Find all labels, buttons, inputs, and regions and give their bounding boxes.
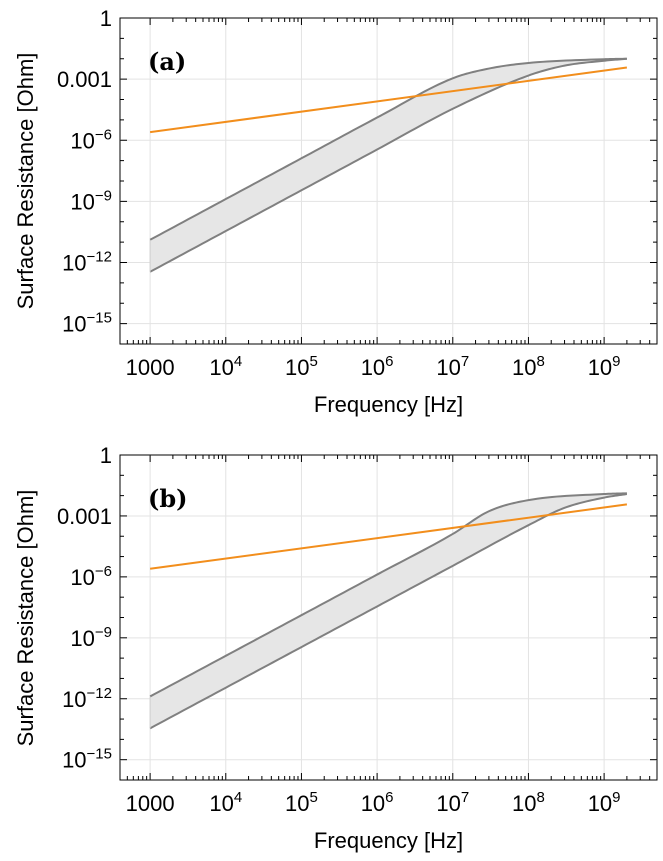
y-tick-label: 10−6 xyxy=(70,563,112,590)
y-tick-label: 10−6 xyxy=(70,126,112,153)
reference-line xyxy=(149,66,628,134)
x-axis-title: Frequency [Hz] xyxy=(313,828,464,853)
band-upper-line xyxy=(149,492,627,698)
y-tick-label: 1 xyxy=(100,443,112,468)
x-tick-label: 105 xyxy=(285,353,318,380)
y-tick-label: 0.001 xyxy=(57,504,112,529)
band-upper-line xyxy=(149,57,627,241)
y-tick-label: 10−12 xyxy=(62,685,112,712)
x-tick-label: 104 xyxy=(209,353,242,380)
x-axis-title: Frequency [Hz] xyxy=(313,392,464,417)
y-tick-label: 10−9 xyxy=(70,624,112,651)
y-tick-label: 10−9 xyxy=(70,187,112,214)
y-tick-label: 10−15 xyxy=(62,310,112,337)
y-axis-title: Surface Resistance [Ohm] xyxy=(13,489,38,746)
ticks xyxy=(120,454,658,781)
band-fill xyxy=(150,493,627,729)
x-tick-label: 108 xyxy=(512,789,545,816)
y-tick-label: 0.001 xyxy=(57,67,112,92)
reference-line xyxy=(149,503,628,570)
y-tick-label: 1 xyxy=(100,6,112,31)
x-tick-label: 106 xyxy=(361,353,394,380)
x-tick-label: 106 xyxy=(361,789,394,816)
x-tick-label: 107 xyxy=(436,353,469,380)
y-tick-label: 10−15 xyxy=(62,746,112,773)
ticks xyxy=(120,17,658,345)
band-lower-line xyxy=(149,493,628,730)
panel-label: (b) xyxy=(148,484,188,513)
y-tick-label: 10−12 xyxy=(62,249,112,276)
panel-label: (a) xyxy=(148,47,186,76)
chart-panel-b: 1000 104 105 106 107 108 109 1 0.001 10−6 10−9 10−1… xyxy=(57,443,658,816)
x-tick-label: 1000 xyxy=(126,791,175,816)
plot-frame xyxy=(119,17,658,345)
x-tick-label: 109 xyxy=(588,353,621,380)
x-tick-label: 105 xyxy=(285,789,318,816)
y-axis-title: Surface Resistance [Ohm] xyxy=(13,52,38,310)
band-lower-line xyxy=(149,57,627,273)
x-tick-label: 107 xyxy=(436,789,469,816)
chart-panel-a: 1000 104 105 106 107 108 109 1 0.001 10−6 10−9 10−1… xyxy=(57,6,658,380)
x-tick-label: 104 xyxy=(209,789,242,816)
grid xyxy=(120,18,657,344)
x-tick-label: 108 xyxy=(512,353,545,380)
x-tick-label: 1000 xyxy=(126,355,175,380)
band-fill xyxy=(150,58,627,272)
x-tick-label: 109 xyxy=(588,789,621,816)
